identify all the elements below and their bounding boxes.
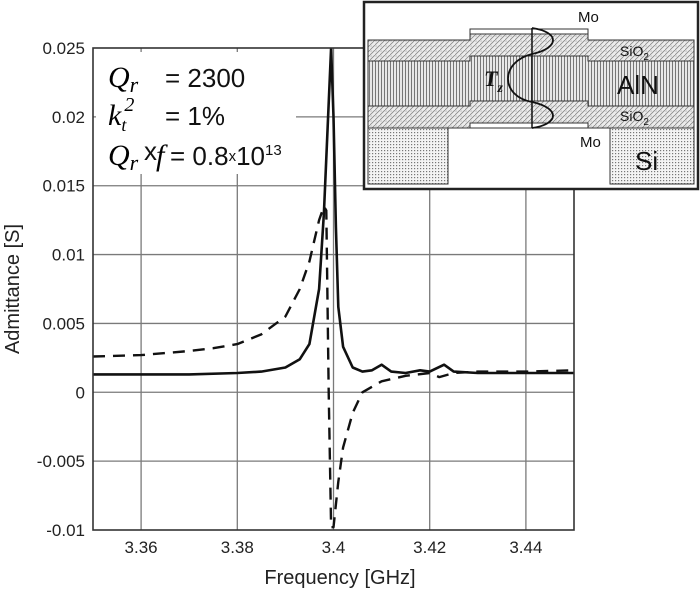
- stress-profile-curve: [507, 27, 554, 129]
- y-axis-ticks: 0.025 0.02 0.015 0.01 0.005 0 -0.005 -0.01: [37, 39, 85, 540]
- x-axis-ticks: 3.36 3.38 3.4 3.42 3.44: [125, 538, 543, 557]
- label-mo-bottom: Mo: [580, 134, 601, 151]
- y-tick-label: 0.02: [52, 108, 85, 127]
- label-aln: AlN: [617, 70, 659, 100]
- svg-text:= 0.8x1013: = 0.8x1013: [170, 141, 282, 171]
- y-tick-label: 0: [76, 383, 85, 402]
- y-axis-label: Admittance [S]: [2, 224, 24, 354]
- conductance-curve: [93, 48, 574, 376]
- mo-top-electrode: [469, 28, 589, 35]
- label-mo-top: Mo: [578, 9, 599, 26]
- x-tick-label: 3.42: [413, 538, 446, 557]
- plot-frame: [92, 47, 575, 531]
- mo-bottom-electrode: [469, 122, 589, 129]
- si-layer-left: [367, 127, 449, 185]
- si-layer-right: [609, 127, 695, 185]
- svg-text:= 1%: = 1%: [165, 101, 225, 131]
- y-tick-label: 0.01: [52, 246, 85, 265]
- svg-text:kt2: kt2: [108, 94, 134, 135]
- resonator-cross-section-inset: Mo SiO2 AlN SiO2 Mo Si Tz: [362, 0, 700, 191]
- svg-text:Qr: Qr: [108, 139, 139, 175]
- svg-text:= 2300: = 2300: [165, 63, 245, 93]
- label-stress-tz: Tz: [484, 66, 503, 96]
- parameter-annotations: Qr = 2300 kt2 = 1% Qr x f = 0.8x1013: [96, 52, 296, 175]
- x-tick-label: 3.38: [221, 538, 254, 557]
- x-tick-label: 3.4: [322, 538, 346, 557]
- label-sio2-top: SiO2: [620, 43, 649, 63]
- y-tick-label: 0.025: [42, 39, 85, 58]
- y-tick-label: 0.015: [42, 177, 85, 196]
- svg-text:Qr: Qr: [108, 61, 139, 97]
- annotation-kt2: kt2 = 1%: [108, 94, 225, 135]
- label-si: Si: [635, 146, 658, 176]
- label-sio2-bottom: SiO2: [620, 108, 649, 128]
- x-tick-label: 3.36: [125, 538, 158, 557]
- y-tick-label: -0.01: [46, 521, 85, 540]
- susceptance-curve: [93, 205, 574, 529]
- data-curves: [93, 48, 574, 529]
- annotation-qr: Qr = 2300: [108, 61, 245, 97]
- y-tick-label: -0.005: [37, 452, 85, 471]
- svg-text:x: x: [144, 136, 157, 166]
- y-tick-label: 0.005: [42, 314, 85, 333]
- x-axis-label: Frequency [GHz]: [264, 567, 415, 589]
- x-tick-label: 3.44: [509, 538, 542, 557]
